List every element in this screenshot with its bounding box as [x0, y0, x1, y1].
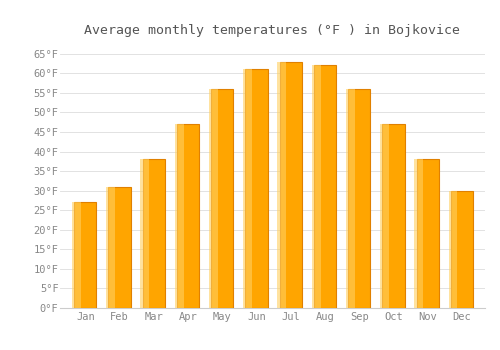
- Bar: [312, 65, 320, 308]
- Bar: [106, 187, 115, 308]
- Bar: [314, 65, 336, 308]
- Bar: [450, 191, 473, 308]
- Bar: [140, 159, 149, 308]
- Bar: [416, 159, 438, 308]
- Bar: [280, 62, 302, 308]
- Bar: [382, 124, 404, 308]
- Bar: [414, 159, 423, 308]
- Bar: [448, 191, 458, 308]
- Bar: [243, 69, 252, 308]
- Bar: [246, 69, 268, 308]
- Bar: [380, 124, 389, 308]
- Bar: [211, 89, 234, 308]
- Bar: [177, 124, 199, 308]
- Bar: [346, 89, 354, 308]
- Bar: [174, 124, 184, 308]
- Bar: [348, 89, 370, 308]
- Bar: [72, 202, 81, 308]
- Bar: [278, 62, 286, 308]
- Title: Average monthly temperatures (°F ) in Bojkovice: Average monthly temperatures (°F ) in Bo…: [84, 24, 460, 37]
- Bar: [74, 202, 96, 308]
- Bar: [142, 159, 165, 308]
- Bar: [108, 187, 130, 308]
- Bar: [209, 89, 218, 308]
